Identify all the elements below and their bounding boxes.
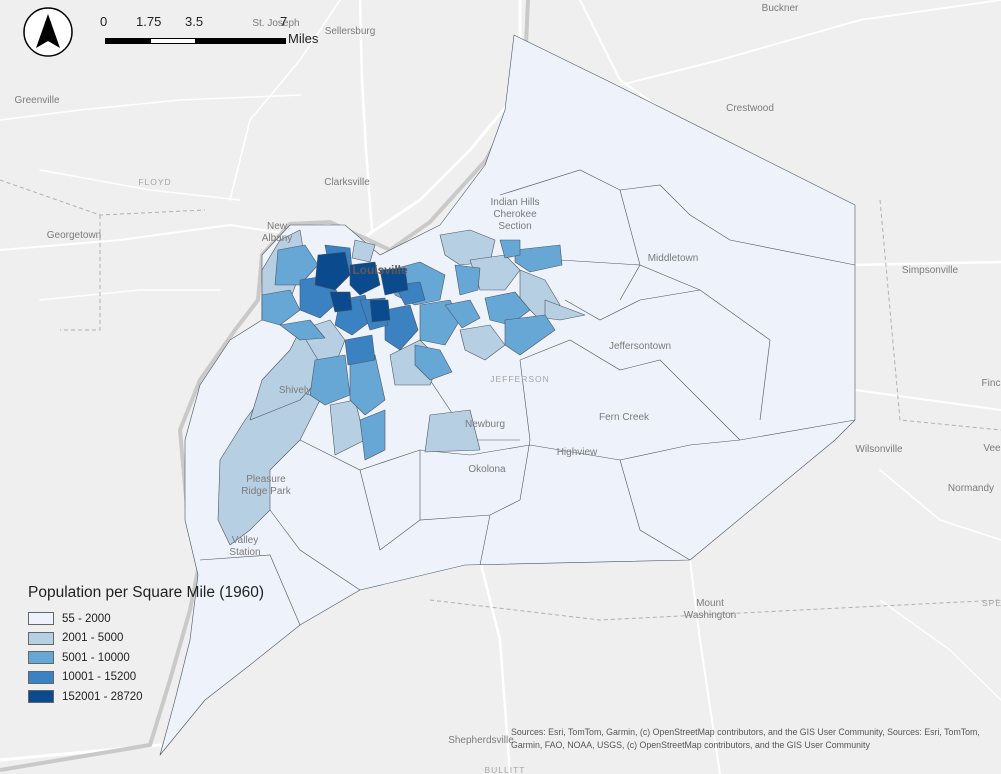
place-mount-washington-2: Washington — [684, 610, 736, 621]
place-new-albany-1: New — [267, 221, 288, 232]
place-middletown: Middletown — [648, 253, 699, 264]
scale-segment-1 — [105, 38, 151, 44]
tract-boundaries — [199, 169, 856, 626]
ohio-river — [0, 0, 530, 772]
scale-label-2: 3.5 — [185, 14, 204, 29]
place-fern-creek: Fern Creek — [599, 412, 650, 423]
legend-label: 5001 - 10000 — [62, 651, 130, 664]
legend-swatch — [28, 651, 54, 665]
legend-label: 55 - 2000 — [62, 612, 111, 625]
place-clarksville: Clarksville — [324, 177, 370, 188]
legend-row: 2001 - 5000 — [28, 629, 264, 649]
legend-label: 10001 - 15200 — [62, 671, 137, 684]
place-buckner: Buckner — [762, 3, 799, 14]
place-indian-hills-2: Cherokee — [493, 209, 537, 220]
scale-label-1: 1.75 — [136, 14, 162, 29]
place-wilsonville: Wilsonville — [855, 444, 903, 455]
legend-row: 55 - 2000 — [28, 609, 264, 629]
legend-swatch — [28, 631, 54, 645]
place-greenville: Greenville — [14, 95, 59, 106]
north-arrow-icon — [23, 7, 73, 57]
place-fincastle: Finc — [982, 378, 1001, 389]
place-valley-station-2: Station — [229, 547, 260, 558]
scale-label-0: 0 — [100, 14, 108, 29]
place-valley-station-1: Valley — [232, 535, 259, 546]
place-jeffersontown: Jeffersontown — [609, 341, 671, 352]
place-spencer: SPE — [982, 598, 1001, 608]
place-shepherdsville: Shepherdsville — [448, 735, 514, 746]
scale-unit: Miles — [288, 31, 319, 46]
place-pleasure-ridge-park-2: Ridge Park — [241, 486, 291, 497]
place-bullitt: BULLITT — [484, 765, 525, 774]
place-indian-hills-1: Indian Hills — [491, 197, 540, 208]
place-pleasure-ridge-park-1: Pleasure — [246, 474, 286, 485]
scale-segment-3 — [195, 38, 286, 44]
legend-swatch — [28, 612, 54, 626]
place-mount-washington-1: Mount — [696, 598, 724, 609]
place-indian-hills-3: Section — [498, 221, 531, 232]
place-st-joseph: St. Joseph — [252, 18, 299, 29]
place-shively: Shively — [279, 385, 311, 396]
place-georgetown: Georgetown — [47, 230, 101, 241]
legend-label: 2001 - 5000 — [62, 632, 124, 645]
legend-swatch — [28, 690, 54, 704]
legend-title: Population per Square Mile (1960) — [28, 584, 265, 601]
place-simpsonville: Simpsonville — [902, 265, 959, 276]
place-normandy: Normandy — [948, 483, 994, 494]
place-highview: Highview — [557, 447, 598, 458]
scale-label-3: 7 — [280, 14, 288, 29]
place-crestwood: Crestwood — [726, 103, 774, 114]
place-jefferson-county: JEFFERSON — [490, 374, 550, 384]
place-labels: St. Joseph Sellersburg Buckner Greenvill… — [14, 3, 1001, 774]
place-new-albany-2: Albany — [262, 233, 293, 244]
place-vee: Vee — [983, 443, 1001, 454]
scale-segment-2 — [150, 38, 196, 44]
attribution-text: Sources: Esri, TomTom, Garmin, (c) OpenS… — [511, 727, 980, 750]
jefferson-county-outline[interactable] — [159, 34, 856, 756]
legend: Population per Square Mile (1960) 55 - 2… — [28, 584, 264, 707]
place-floyd: FLOYD — [138, 177, 171, 187]
place-okolona: Okolona — [468, 464, 506, 475]
tracts-class-5[interactable] — [314, 251, 409, 323]
place-sellersburg: Sellersburg — [325, 26, 376, 37]
scale-bar: 0 1.75 3.5 7 Miles — [100, 14, 340, 48]
legend-row: 5001 - 10000 — [28, 648, 264, 668]
legend-swatch — [28, 670, 54, 684]
legend-row: 10001 - 15200 — [28, 668, 264, 688]
legend-row: 152001 - 28720 — [28, 687, 264, 707]
legend-rows: 55 - 2000 2001 - 5000 5001 - 10000 10001 - … — [28, 609, 264, 707]
place-louisville: Louisville — [352, 263, 408, 277]
place-newburg: Newburg — [465, 419, 505, 430]
legend-label: 152001 - 28720 — [62, 690, 143, 703]
county-boundaries — [0, 179, 1001, 621]
